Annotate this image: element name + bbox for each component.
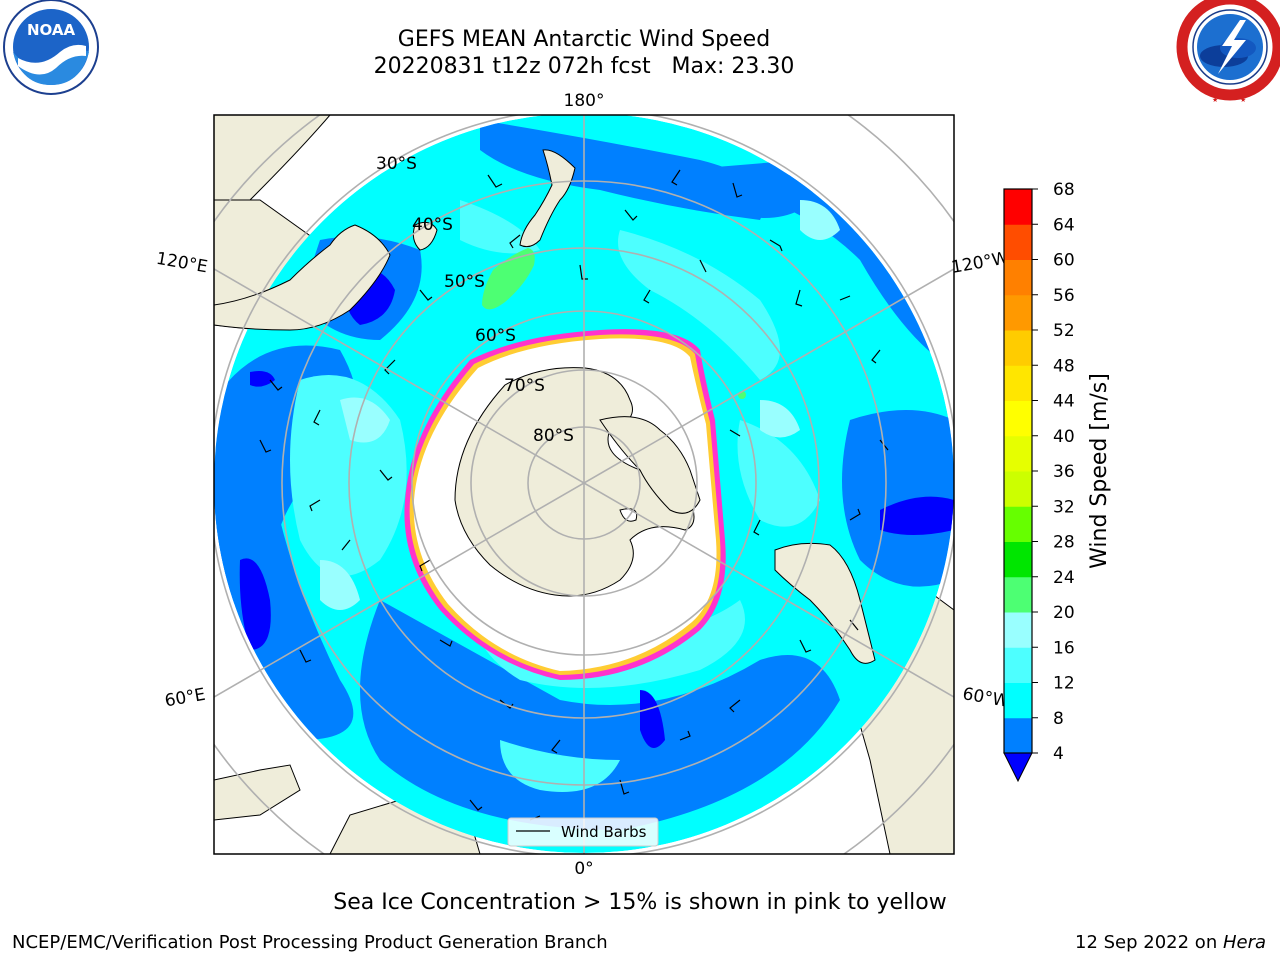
colorbar-segment — [1004, 717, 1032, 754]
colorbar-tick-label: 48 — [1053, 356, 1075, 376]
colorbar-tick-label: 44 — [1053, 392, 1075, 412]
lat-label-80s: 80°S — [533, 426, 574, 446]
colorbar-label: Wind Speed [m/s] — [1087, 373, 1112, 569]
footer-date: 12 Sep 2022 on Hera — [1075, 932, 1266, 953]
colorbar-segment — [1004, 294, 1032, 331]
colorbar-tick-label: 56 — [1053, 286, 1075, 306]
colorbar-tick-label: 64 — [1053, 215, 1075, 235]
colorbar-tick-label: 20 — [1053, 603, 1075, 623]
map-legend: Wind Barbs — [507, 817, 659, 847]
colorbar-tick-label: 4 — [1053, 744, 1064, 764]
colorbar-tick-label: 16 — [1053, 638, 1075, 658]
colorbar-segment — [1004, 189, 1032, 225]
colorbar-segment — [1004, 224, 1032, 260]
colorbar-tick-label: 12 — [1053, 674, 1075, 694]
colorbar-segment — [1004, 541, 1032, 578]
colorbar-tick-label: 8 — [1053, 709, 1064, 729]
colorbar-tick-label: 52 — [1053, 321, 1075, 341]
lat-label-40s: 40°S — [412, 215, 453, 235]
footer-date-text: 12 Sep 2022 on — [1075, 932, 1223, 953]
colorbar-segment — [1004, 471, 1032, 507]
colorbar-segment — [1004, 506, 1032, 542]
colorbar-segment — [1004, 576, 1032, 613]
colorbar-tick-label: 40 — [1053, 427, 1075, 447]
colorbar-tick-label: 60 — [1053, 251, 1075, 271]
chart-title: GEFS MEAN Antarctic Wind Speed — [397, 27, 771, 52]
colorbar-under-triangle — [1003, 752, 1033, 783]
nws-logo-icon: ★ ★ — [1176, 0, 1280, 104]
colorbar-segment — [1004, 682, 1032, 719]
colorbar-tick-label: 68 — [1053, 180, 1075, 200]
footer-host: Hera — [1222, 932, 1266, 953]
lon-label-0: 0° — [574, 859, 593, 879]
lon-label-120e: 120°E — [155, 249, 209, 278]
colorbar-segment — [1004, 365, 1032, 401]
colorbar-segment — [1004, 435, 1032, 472]
sea-ice-caption: Sea Ice Concentration > 15% is shown in … — [333, 890, 947, 915]
lat-label-30s: 30°S — [376, 154, 417, 174]
footer-organization: NCEP/EMC/Verification Post Processing Pr… — [12, 932, 608, 953]
colorbar-segment — [1004, 330, 1032, 366]
colorbar-tick-label: 28 — [1053, 533, 1075, 553]
colorbar-tick-label: 24 — [1053, 568, 1075, 588]
lat-label-60s: 60°S — [475, 326, 516, 346]
colorbar-segment — [1004, 612, 1032, 648]
map-frame — [213, 114, 955, 855]
lon-label-60e: 60°E — [163, 685, 207, 712]
graticule — [214, 115, 954, 854]
lon-label-120w: 120°W — [950, 248, 1011, 278]
colorbar-tick-label: 36 — [1053, 462, 1075, 482]
colorbar-segment — [1004, 647, 1032, 683]
lat-label-70s: 70°S — [504, 376, 545, 396]
noaa-logo-text: NOAA — [27, 21, 76, 39]
colorbar-tick-label: 32 — [1053, 497, 1075, 517]
chart-subtitle: 20220831 t12z 072h fcst Max: 23.30 — [373, 54, 795, 79]
lat-label-50s: 50°S — [444, 272, 485, 292]
colorbar-segment — [1004, 259, 1032, 296]
svg-text:★: ★ — [1212, 96, 1218, 104]
legend-label: Wind Barbs — [561, 823, 647, 841]
lon-label-180: 180° — [564, 91, 605, 111]
colorbar-segment — [1004, 400, 1032, 437]
noaa-logo-icon: NOAA — [0, 0, 102, 98]
svg-text:★: ★ — [1240, 96, 1246, 104]
